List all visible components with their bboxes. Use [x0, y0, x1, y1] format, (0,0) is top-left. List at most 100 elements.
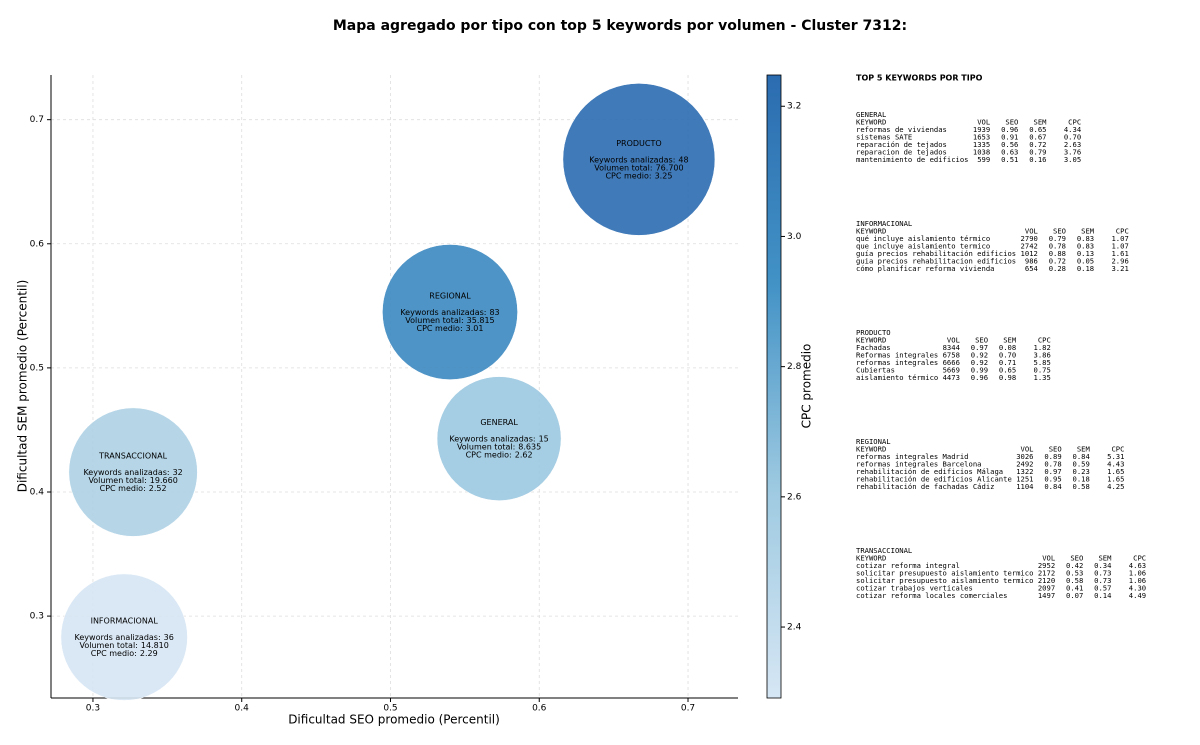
table-cell: rehabilitación de edificios Alicante [856, 475, 1012, 484]
bubble-name: GENERAL [480, 418, 518, 427]
bubble-annotation: CPC medio: 3.01 [417, 324, 484, 333]
table-cell: 0.96 [971, 373, 988, 382]
annotation-label: CPC medio: [605, 171, 651, 180]
table-cell: 0.63 [1001, 148, 1018, 157]
table-cell: 1.65 [1107, 467, 1124, 476]
table-cell: solicitar presupuesto aislamiento termic… [856, 569, 1033, 578]
table-cell: 0.08 [999, 343, 1016, 352]
table-header: VOL [1042, 554, 1055, 563]
table-group-name: INFORMACIONAL [856, 219, 912, 228]
table-cell: 0.18 [1073, 475, 1090, 484]
table-cell: 0.75 [1034, 366, 1051, 375]
annotation-label: CPC medio: [466, 450, 512, 459]
table-cell: 2790 [1021, 234, 1038, 243]
table-cell: 0.95 [1044, 475, 1061, 484]
x-tick-label: 0.5 [383, 704, 397, 714]
table-header: SEO [975, 336, 988, 345]
bubble-annotation: Keywords analizadas: 15 [449, 434, 548, 443]
table-cell: sistemas SATE [856, 133, 912, 142]
table-header: SEM [1077, 445, 1091, 454]
table-cell: 2097 [1038, 584, 1055, 593]
table-cell: 1038 [973, 148, 990, 157]
table-cell: 0.73 [1094, 576, 1111, 585]
table-cell: 0.41 [1066, 584, 1083, 593]
table-cell: 1.82 [1034, 343, 1051, 352]
table-cell: 8344 [943, 343, 960, 352]
bubble-annotation: Volumen total: 76.700 [594, 163, 683, 172]
table-cell: 0.84 [1073, 452, 1090, 461]
table-cell: mantenimiento de edificios [856, 155, 969, 164]
table-cell: 3.76 [1064, 148, 1081, 157]
bubble-name: TRANSACCIONAL [98, 452, 167, 461]
table-cell: 3.05 [1064, 155, 1081, 164]
bubble-annotation: CPC medio: 2.62 [466, 450, 533, 459]
table-cell: 6758 [943, 351, 960, 360]
table-cell: 0.59 [1073, 460, 1090, 469]
table-cell: 4.25 [1107, 482, 1124, 491]
x-tick-label: 0.4 [235, 704, 250, 714]
x-axis-label: Dificultad SEO promedio (Percentil) [288, 713, 500, 727]
y-tick-label: 0.6 [30, 239, 45, 249]
annotation-value: 48 [678, 155, 688, 164]
table-cell: 2952 [1038, 561, 1055, 570]
table-header: KEYWORD [856, 336, 886, 345]
colorbar-tick-label: 3.0 [787, 232, 802, 242]
table-group-name: PRODUCTO [856, 328, 891, 337]
table-cell: 1.06 [1129, 576, 1146, 585]
table-cell: 1.06 [1129, 569, 1146, 578]
annotation-value: 15 [539, 434, 549, 443]
bubble-name: REGIONAL [429, 292, 471, 301]
table-cell: 2742 [1021, 242, 1038, 251]
annotation-label: Volumen total: [457, 442, 515, 451]
table-cell: 2120 [1038, 576, 1055, 585]
table-header: KEYWORD [856, 554, 886, 563]
table-cell: reformas integrales Barcelona [856, 460, 982, 469]
annotation-label: Volumen total: [405, 316, 463, 325]
table-cell: 0.07 [1066, 591, 1083, 600]
table-cell: 0.13 [1077, 249, 1094, 258]
table-group-name: REGIONAL [856, 437, 891, 446]
table-cell: 0.56 [1001, 140, 1018, 149]
table-cell: 2.63 [1064, 140, 1081, 149]
table-cell: cotizar reforma locales comerciales [856, 591, 1007, 600]
table-header: CPC [1133, 554, 1146, 563]
table-cell: 0.51 [1001, 155, 1018, 164]
annotation-value: 3.01 [466, 324, 484, 333]
table-header: VOL [947, 336, 960, 345]
table-cell: que incluye aislamiento termico [856, 242, 990, 251]
table-cell: 2.96 [1111, 257, 1128, 266]
table-group-name: TRANSACCIONAL [856, 546, 912, 555]
table-cell: 4.30 [1129, 584, 1146, 593]
table-cell: 0.99 [971, 366, 988, 375]
table-cell: 1939 [973, 125, 990, 134]
table-cell: 0.72 [1029, 140, 1046, 149]
annotation-label: Volumen total: [594, 163, 652, 172]
table-cell: 0.57 [1094, 584, 1111, 593]
table-cell: 0.79 [1049, 234, 1066, 243]
annotation-label: Keywords analizadas: [400, 308, 486, 317]
table-cell: 0.14 [1094, 591, 1111, 600]
table-cell: 4.43 [1107, 460, 1124, 469]
table-cell: 0.53 [1066, 569, 1083, 578]
annotation-label: Keywords analizadas: [75, 633, 161, 642]
y-tick-label: 0.5 [30, 363, 44, 373]
table-cell: 1497 [1038, 591, 1055, 600]
annotation-value: 14.810 [141, 641, 169, 650]
table-cell: 0.71 [999, 358, 1016, 367]
table-cell: 0.70 [999, 351, 1016, 360]
table-cell: 3.21 [1111, 264, 1128, 273]
table-cell: 0.89 [1044, 452, 1061, 461]
table-header: SEO [1053, 227, 1066, 236]
table-header: CPC [1111, 445, 1124, 454]
table-cell: 0.16 [1029, 155, 1046, 164]
table-cell: rehabilitación de fachadas Cádiz [856, 482, 994, 491]
table-header: SEO [1070, 554, 1083, 563]
chart-title: Mapa agregado por tipo con top 5 keyword… [333, 18, 907, 34]
table-cell: 4.49 [1129, 591, 1146, 600]
table-cell: 0.65 [1029, 125, 1046, 134]
bubble [562, 83, 716, 236]
table-cell: 0.78 [1049, 242, 1066, 251]
x-tick-label: 0.3 [86, 704, 100, 714]
table-cell: 0.97 [1044, 467, 1061, 476]
tables-title: TOP 5 KEYWORDS POR TIPO [856, 74, 983, 83]
